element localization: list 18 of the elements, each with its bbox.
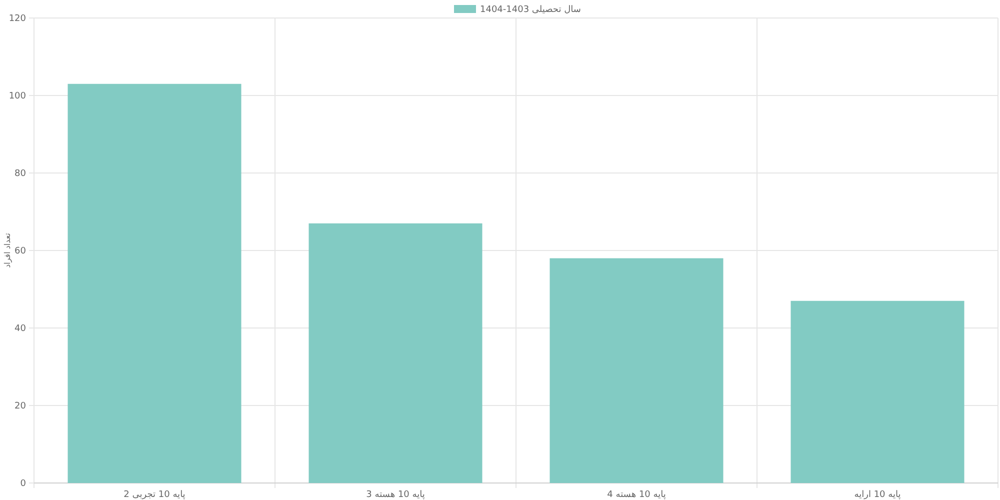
bar [550,258,724,483]
y-tick-label: 100 [8,92,26,102]
legend-label: سال تحصیلی 1403-1404 [480,5,581,15]
y-axis-title: تعداد افراد [3,233,12,268]
bar [68,84,242,483]
x-tick-label: پایه 10 هسته 4 [607,490,666,500]
y-tick-label: 40 [14,324,26,334]
y-tick-label: 20 [14,402,26,412]
bar [308,223,482,483]
bar [790,300,964,483]
y-tick-label: 0 [20,479,26,489]
x-tick-label: پایه 10 تجربی 2 [124,490,186,500]
y-tick-label: 120 [8,14,26,24]
y-tick-label: 60 [14,246,26,256]
x-tick-label: پایه 10 هسته 3 [366,490,426,500]
legend: سال تحصیلی 1403-1404 [454,5,581,15]
y-tick-label: 80 [14,169,26,179]
x-tick-label: پایه 10 ارایه [854,490,902,500]
